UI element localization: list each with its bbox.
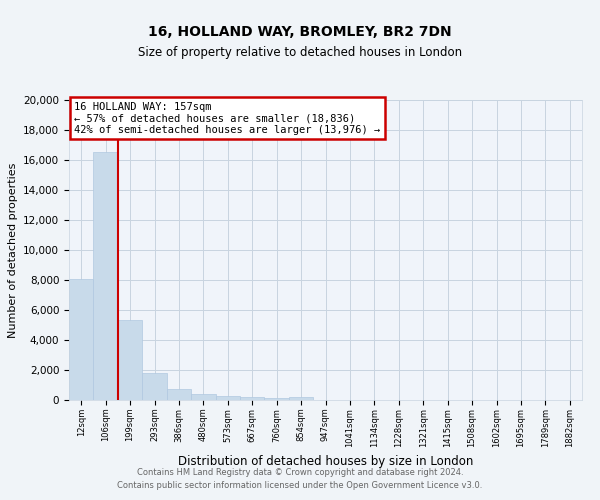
Text: Contains public sector information licensed under the Open Government Licence v3: Contains public sector information licen… (118, 482, 482, 490)
Bar (191, 394, 215, 400)
Bar (240, 397, 265, 400)
Bar (118, 320, 142, 400)
Bar (167, 389, 191, 400)
Text: 16 HOLLAND WAY: 157sqm
← 57% of detached houses are smaller (18,836)
42% of semi: 16 HOLLAND WAY: 157sqm ← 57% of detached… (74, 102, 380, 134)
Bar (215, 396, 240, 400)
Bar (69, 278, 94, 400)
X-axis label: Distribution of detached houses by size in London: Distribution of detached houses by size … (178, 455, 473, 468)
Bar (94, 152, 118, 400)
Bar (265, 398, 289, 400)
Text: Size of property relative to detached houses in London: Size of property relative to detached ho… (138, 46, 462, 59)
Bar (289, 397, 313, 400)
Y-axis label: Number of detached properties: Number of detached properties (8, 162, 17, 338)
Bar (142, 373, 167, 400)
Text: 16, HOLLAND WAY, BROMLEY, BR2 7DN: 16, HOLLAND WAY, BROMLEY, BR2 7DN (148, 26, 452, 40)
Text: Contains HM Land Registry data © Crown copyright and database right 2024.: Contains HM Land Registry data © Crown c… (137, 468, 463, 477)
